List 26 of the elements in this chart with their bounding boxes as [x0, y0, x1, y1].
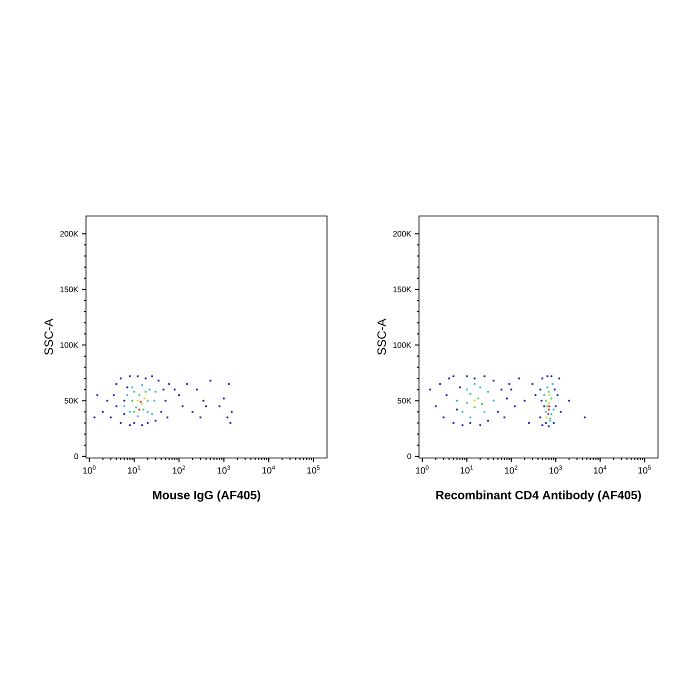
x-tick-label: 10$^{5}$: [307, 466, 320, 474]
x-tick-label: 10$^{1}$: [128, 466, 140, 474]
y-axis-title: SSC-A: [377, 318, 386, 355]
y-axis-title: SSC-A: [44, 318, 53, 355]
x-axis-title: Mouse IgG (AF405): [152, 490, 260, 502]
y-tick-label: 150K: [60, 286, 78, 292]
y-tick-label: 200K: [60, 230, 78, 237]
x-tick-label: 10$^{2}$: [505, 466, 518, 474]
y-tick-label: 50K: [398, 398, 412, 404]
x-tick-label: 10$^{2}$: [172, 466, 186, 474]
y-tick-label: 0: [407, 453, 412, 460]
x-tick-label: 10$^{0}$: [83, 466, 96, 474]
x-tick-label: 10$^{1}$: [460, 466, 473, 474]
y-tick-label: 100K: [393, 342, 412, 348]
x-tick-label: 10$^{3}$: [549, 466, 562, 474]
x-tick-label: 10$^{5}$: [638, 466, 651, 474]
y-tick-label: 150K: [393, 286, 412, 292]
x-tick-label: 10$^{0}$: [416, 466, 429, 474]
x-tick-label: 10$^{3}$: [218, 466, 230, 474]
y-tick-label: 200K: [393, 230, 412, 237]
y-tick-label: 50K: [64, 398, 78, 404]
x-axis-title: Recombinant CD4 Antibody (AF405): [436, 490, 641, 502]
x-tick-label: 10$^{4}$: [594, 466, 606, 474]
y-tick-label: 0: [74, 454, 78, 460]
x-tick-label: 10$^{4}$: [262, 466, 275, 474]
y-tick-label: 100K: [60, 342, 78, 348]
